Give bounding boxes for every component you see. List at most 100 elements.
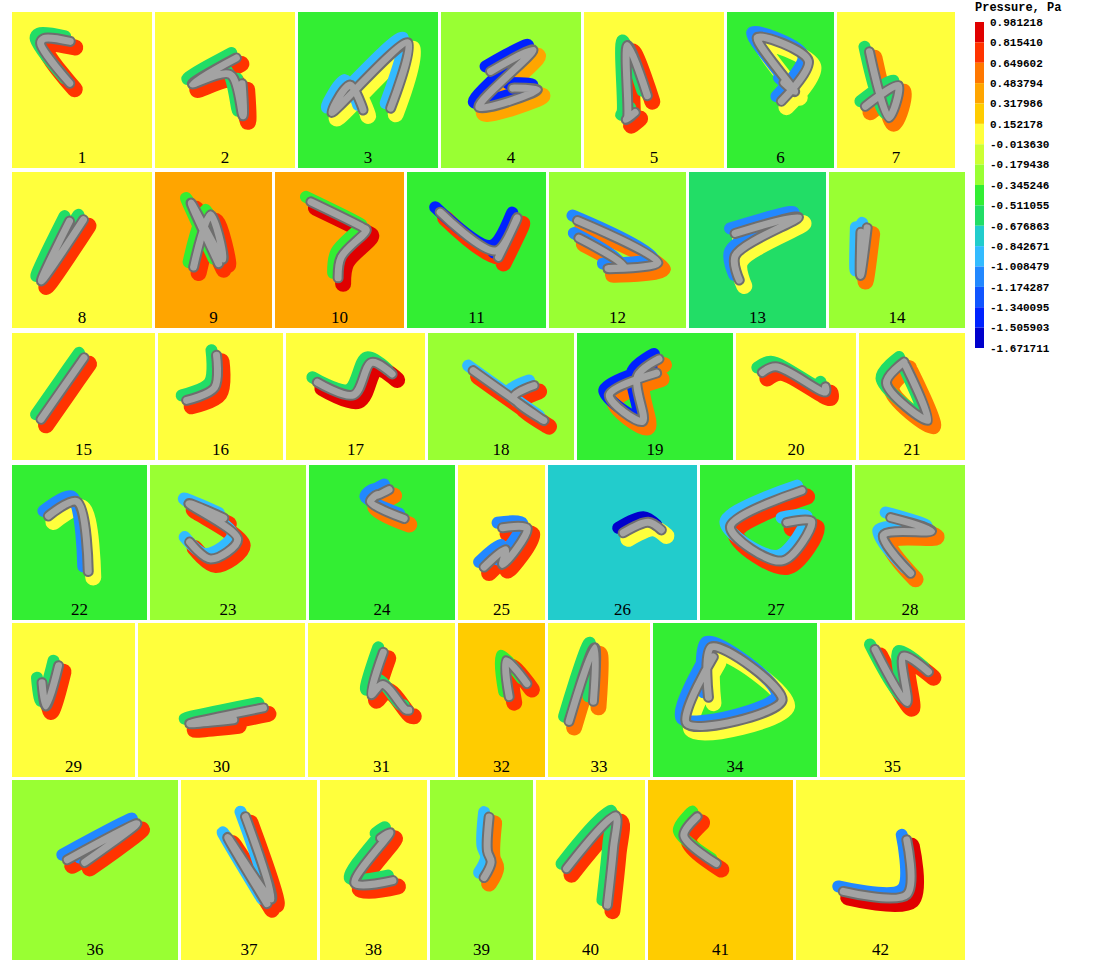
structure: [48, 501, 88, 571]
panel-field: [548, 623, 650, 777]
structure: [317, 362, 392, 395]
panel-label: 12: [609, 308, 626, 327]
panel-label: 13: [749, 308, 766, 327]
structure: [228, 817, 272, 904]
structure-edge: [626, 45, 647, 119]
background-pressure: [458, 623, 545, 777]
spacer: [484, 817, 491, 877]
panel-label: 2: [221, 148, 230, 167]
panel: 11: [407, 172, 546, 328]
structure: [484, 817, 491, 877]
structure-edge: [41, 358, 84, 420]
panel-label: 9: [209, 308, 218, 327]
background-pressure: [155, 172, 272, 328]
background-pressure: [12, 623, 135, 777]
structure-edge: [473, 371, 544, 421]
structure: [41, 38, 71, 83]
panel-field: [549, 172, 686, 328]
structure: [41, 358, 84, 420]
panel: 41: [648, 780, 793, 960]
panel-label: 42: [872, 940, 889, 959]
panel: 16: [158, 333, 283, 460]
colorbar-band: [975, 226, 984, 246]
structure-edge: [484, 526, 527, 567]
background-pressure: [536, 780, 645, 960]
background-pressure: [320, 780, 427, 960]
background-pressure: [820, 623, 965, 777]
structure: [569, 648, 596, 722]
colorbar-band: [975, 144, 984, 164]
structure-edge: [505, 661, 527, 697]
structure: [886, 362, 928, 420]
structure-edge: [883, 518, 931, 574]
panel-field: [837, 12, 955, 168]
panel-field: [298, 12, 438, 168]
colorbar-tick-label: 0.981218: [990, 17, 1043, 29]
colorbar-tick-label: -0.179438: [990, 159, 1050, 171]
panel: 25: [458, 465, 545, 620]
structure-edge: [623, 522, 661, 533]
panel-label: 3: [364, 148, 373, 167]
panel-label: 18: [493, 440, 510, 459]
panel: 12: [549, 172, 686, 328]
panel: 1: [12, 12, 152, 168]
structure: [865, 52, 899, 118]
panel-field: [138, 623, 305, 777]
panel-label: 16: [212, 440, 229, 459]
structure-edge: [860, 228, 867, 276]
background-pressure: [837, 12, 955, 168]
structure-edge: [42, 666, 59, 706]
panel-field: [275, 172, 404, 328]
panel: 3: [298, 12, 438, 168]
structure: [189, 504, 238, 559]
colorbar-band: [975, 185, 984, 205]
structure: [41, 220, 83, 281]
spacer: [187, 355, 218, 400]
structure-edge: [567, 816, 618, 906]
background-pressure: [12, 780, 178, 960]
panel-label: 36: [87, 940, 104, 959]
structure-edge: [187, 355, 218, 400]
panel-field: [829, 172, 965, 328]
colorbar-tick-label: -0.511055: [990, 200, 1050, 212]
panel-label: 32: [493, 757, 510, 776]
structure: [734, 217, 798, 280]
panel: 19: [577, 333, 733, 460]
panel-label: 5: [650, 148, 659, 167]
panel-field: [407, 172, 546, 328]
panel: 14: [829, 172, 965, 328]
structure: [371, 652, 409, 710]
panel-field: [820, 623, 965, 777]
panel-label: 22: [71, 600, 88, 619]
colorbar-band: [975, 328, 984, 348]
colorbar-tick-label: 0.649602: [990, 58, 1043, 70]
panel: 15: [12, 333, 155, 460]
structure-edge: [317, 362, 392, 395]
structure-edge: [41, 38, 71, 83]
background-pressure: [430, 780, 533, 960]
structure: [860, 228, 867, 276]
colorbar-tick-label: -0.842671: [990, 241, 1050, 253]
panel-field: [736, 333, 856, 460]
colorbar-band: [975, 287, 984, 307]
panel-field: [548, 465, 697, 620]
panel-label: 26: [614, 600, 631, 619]
spacer: [886, 362, 928, 420]
structure: [473, 371, 544, 421]
panel-label: 41: [712, 940, 729, 959]
background-pressure: [727, 12, 834, 168]
panel-field: [584, 12, 724, 168]
structure-edge: [228, 817, 272, 904]
panel-label: 33: [591, 757, 608, 776]
structure-edge: [191, 203, 223, 267]
colorbar-tick-label: 0.317986: [990, 98, 1043, 110]
panel-label: 1: [78, 148, 87, 167]
panel-field: [577, 333, 733, 460]
colorbar-band: [975, 22, 984, 42]
colorbar-tick-label: -1.340095: [990, 302, 1050, 314]
background-pressure: [458, 465, 545, 620]
background-pressure: [855, 465, 965, 620]
colorbar-band: [975, 267, 984, 287]
panel-field: [796, 780, 965, 960]
panel: 42: [796, 780, 965, 960]
